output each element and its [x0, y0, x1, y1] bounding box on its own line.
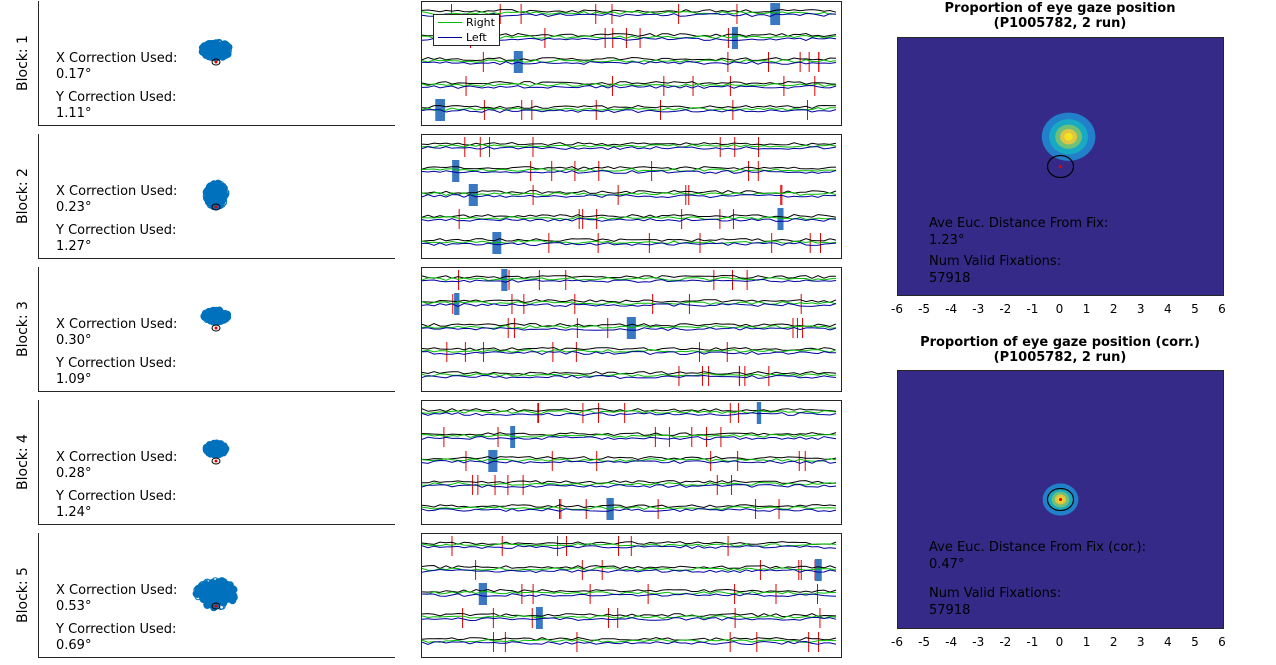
trace-legend: Right Left [433, 14, 500, 46]
x-tick-label: 3 [1136, 302, 1145, 316]
correction-y-value: 1.09° [56, 372, 92, 387]
x-tick-label: -2 [999, 635, 1012, 649]
heatmap-title-uncorrected: Proportion of eye gaze position (P100578… [897, 1, 1223, 31]
trace-panel [421, 134, 842, 259]
correction-x-caption: X Correction Used: [56, 184, 178, 199]
correction-x-value: 0.23° [56, 200, 92, 215]
x-tick-label: -5 [918, 302, 931, 316]
correction-x-value: 0.28° [56, 466, 92, 481]
x-tick-label: 4 [1164, 302, 1172, 316]
trace-panel [421, 533, 842, 658]
x-tick-label: 6 [1218, 635, 1226, 649]
heatmap-dist-value: 1.23° [929, 233, 965, 248]
x-tick-label: 1 [1082, 302, 1091, 316]
x-tick-label: -4 [945, 635, 958, 649]
block-label: Block: 3 [15, 301, 31, 357]
gaze-scatter-cluster [200, 306, 232, 332]
legend-right-swatch [438, 22, 462, 23]
x-tick-label: -5 [918, 635, 931, 649]
block-scatter-axes [38, 134, 395, 259]
correction-y-caption: Y Correction Used: [56, 356, 177, 371]
correction-x-caption: X Correction Used: [56, 51, 178, 66]
heatmap-fix-value: 57918 [929, 603, 971, 618]
heatmap-dist-caption: Ave Euc. Distance From Fix (cor.): [929, 540, 1147, 555]
correction-y-value: 1.27° [56, 239, 92, 254]
x-tick-label: -3 [972, 302, 985, 316]
heatmap-corrected: Ave Euc. Distance From Fix (cor.): 0.47°… [897, 370, 1224, 629]
block-scatter-axes [38, 1, 395, 126]
heatmap-title-line2: (P1005782, 2 run) [993, 16, 1127, 31]
block-scatter-axes [38, 400, 395, 525]
x-tick-label: 2 [1109, 302, 1118, 316]
correction-x-value: 0.17° [56, 67, 92, 82]
correction-y-caption: Y Correction Used: [56, 223, 177, 238]
correction-x-value: 0.30° [56, 333, 92, 348]
correction-y-value: 1.24° [56, 505, 92, 520]
trace-panel [421, 400, 842, 525]
legend-left-label: Left [466, 31, 487, 44]
heatmap-dist-value: 0.47° [929, 557, 965, 572]
x-tick-label: 0 [1055, 302, 1064, 316]
block-label: Block: 4 [15, 434, 31, 490]
heatmap-uncorrected: Ave Euc. Distance From Fix: 1.23° Num Va… [897, 37, 1224, 296]
correction-y-value: 1.11° [56, 106, 92, 121]
trace-panel [421, 267, 842, 392]
x-tick-label: 3 [1136, 635, 1145, 649]
x-tick-label: 5 [1191, 635, 1199, 649]
x-tick-label: -4 [945, 302, 958, 316]
correction-y-caption: Y Correction Used: [56, 489, 177, 504]
gaze-scatter-cluster [198, 38, 233, 66]
gaze-scatter-cluster [202, 179, 230, 211]
x-tick-label: -6 [891, 302, 903, 316]
x-tick-label: 6 [1218, 302, 1226, 316]
heatmap-title-line1: Proportion of eye gaze position (corr.) [920, 335, 1200, 350]
block-label: Block: 1 [15, 35, 31, 91]
x-tick-label: 1 [1082, 635, 1091, 649]
x-tick-label: -1 [1026, 635, 1039, 649]
heatmap-uncorrected-plot [1041, 112, 1096, 179]
correction-y-caption: Y Correction Used: [56, 90, 177, 105]
x-tick-label: 0 [1055, 635, 1064, 649]
heatmap-title-line1: Proportion of eye gaze position [944, 1, 1176, 16]
legend-left-swatch [438, 37, 462, 38]
x-tick-label: -3 [972, 635, 985, 649]
heatmap-fix-caption: Num Valid Fixations: [929, 254, 1062, 269]
x-tick-label: 4 [1164, 635, 1172, 649]
x-tick-label: -2 [999, 302, 1012, 316]
correction-x-caption: X Correction Used: [56, 583, 178, 598]
x-tick-label: 2 [1109, 635, 1118, 649]
x-tick-label: 5 [1191, 302, 1199, 316]
heatmap-fix-caption: Num Valid Fixations: [929, 586, 1062, 601]
legend-right-label: Right [466, 16, 495, 29]
heatmap-title-line2: (P1005782, 2 run) [993, 350, 1127, 365]
block-label: Block: 2 [15, 168, 31, 224]
x-tick-label: -1 [1026, 302, 1039, 316]
correction-x-value: 0.53° [56, 599, 92, 614]
gaze-scatter-cluster [192, 577, 238, 612]
correction-x-caption: X Correction Used: [56, 450, 178, 465]
heatmap-corrected-plot [1042, 483, 1079, 516]
block-scatter-axes [38, 267, 395, 392]
block-scatter-axes [38, 533, 395, 658]
heatmap-dist-caption: Ave Euc. Distance From Fix: [929, 216, 1109, 231]
x-tick-label: -6 [891, 635, 903, 649]
gaze-scatter-cluster [202, 439, 230, 465]
correction-x-caption: X Correction Used: [56, 317, 178, 332]
heatmap-title-corrected: Proportion of eye gaze position (corr.) … [897, 335, 1223, 365]
correction-y-value: 0.69° [56, 638, 92, 653]
correction-y-caption: Y Correction Used: [56, 622, 177, 637]
block-label: Block: 5 [15, 567, 31, 623]
heatmap-fix-value: 57918 [929, 271, 971, 286]
